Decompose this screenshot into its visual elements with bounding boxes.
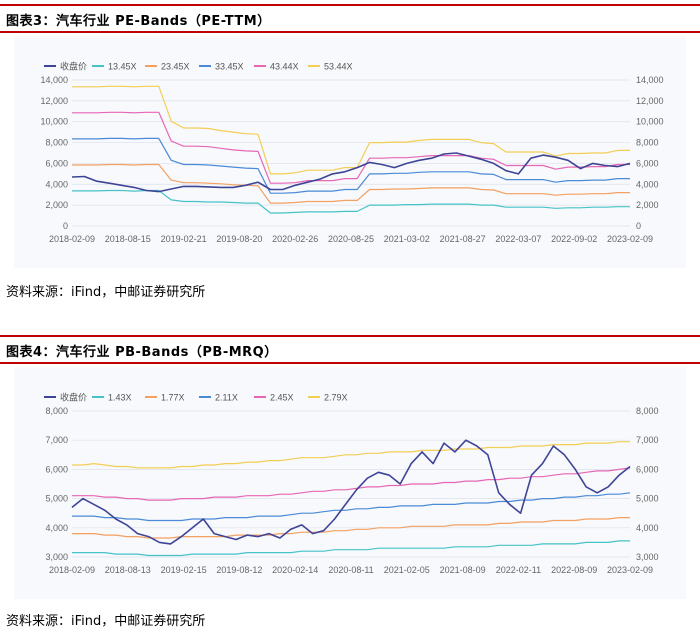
x-tick-label: 2021-08-09: [440, 565, 486, 575]
y-tick-right: 12,000: [636, 96, 664, 106]
y-tick-right: 3,000: [636, 552, 659, 562]
y-tick-left: 4,000: [45, 179, 68, 189]
x-tick-label: 2022-08-09: [551, 565, 597, 575]
y-tick-left: 12,000: [40, 96, 68, 106]
y-tick-right: 6,000: [636, 158, 659, 168]
series-line-band: [72, 517, 630, 539]
legend-label: 33.45X: [215, 62, 244, 72]
y-tick-left: 7,000: [45, 435, 68, 445]
x-tick-label: 2023-02-09: [607, 234, 653, 244]
source-note: 资料来源：iFind，中邮证券研究所: [6, 285, 206, 300]
x-tick-label: 2018-08-15: [105, 234, 151, 244]
legend-label: 2.79X: [324, 393, 348, 403]
y-tick-right: 8,000: [636, 138, 659, 148]
y-tick-left: 6,000: [45, 158, 68, 168]
y-tick-right: 4,000: [636, 179, 659, 189]
series-line-band: [72, 85, 630, 175]
figure-title: 图表3：汽车行业 PE-Bands（PE-TTM）: [6, 14, 271, 29]
legend-label: 23.45X: [161, 62, 190, 72]
x-tick-label: 2022-02-11: [496, 565, 541, 575]
legend-label: 13.45X: [108, 62, 137, 72]
series-line-close-price: [71, 152, 631, 193]
title-rule: [0, 31, 700, 33]
y-tick-right: 10,000: [636, 117, 664, 127]
x-tick-label: 2018-02-09: [49, 565, 95, 575]
figure-title: 图表4：汽车行业 PB-Bands（PB-MRQ）: [6, 345, 278, 360]
x-tick-label: 2022-03-07: [495, 234, 541, 244]
legend-label: 2.45X: [270, 393, 294, 403]
y-tick-right: 0: [636, 221, 641, 231]
series-line-band: [72, 492, 631, 522]
x-tick-label: 2018-08-13: [105, 565, 151, 575]
x-tick-label: 2018-02-09: [49, 234, 95, 244]
legend-label: 收盘价: [60, 392, 87, 403]
x-tick-label: 2020-08-11: [328, 565, 373, 575]
title-rule: [0, 362, 700, 364]
legend: 收盘价 1.43X 1.77X 2.11X 2.45X 2.79X: [44, 392, 348, 403]
y-tick-left: 0: [63, 221, 68, 231]
y-tick-left: 14,000: [40, 75, 68, 85]
x-tick-label: 2019-02-15: [161, 565, 207, 575]
legend-label: 53.44X: [324, 62, 353, 72]
x-tick-label: 2020-08-25: [328, 234, 374, 244]
y-tick-left: 8,000: [45, 406, 68, 416]
chart-panel: 收盘价 1.43X 1.77X 2.11X 2.45X 2.79X 3,000 3,000 4,…: [14, 367, 686, 599]
x-tick-label: 2021-03-02: [384, 234, 430, 244]
chart-panel: 收盘价 13.45X 23.45X 33.45X 43.44X 53.44X 0 0 2,000…: [14, 36, 686, 268]
pb-bands-chart: 收盘价 1.43X 1.77X 2.11X 2.45X 2.79X 3,000 3,000 4,…: [44, 392, 659, 575]
y-tick-right: 7,000: [636, 435, 659, 445]
series-line-band: [72, 163, 630, 204]
x-tick-label: 2020-02-26: [272, 234, 318, 244]
y-tick-left: 6,000: [45, 464, 68, 474]
x-tick-label: 2019-08-20: [216, 234, 262, 244]
y-tick-right: 14,000: [636, 75, 664, 85]
x-tick-label: 2019-08-12: [216, 565, 262, 575]
x-tick-label: 2023-02-09: [607, 565, 653, 575]
x-tick-label: 2021-08-27: [440, 234, 486, 244]
series-line-band: [72, 111, 630, 184]
legend-label: 收盘价: [60, 61, 87, 72]
legend-label: 43.44X: [270, 62, 299, 72]
series-line-close-price: [71, 439, 631, 545]
y-tick-right: 4,000: [636, 523, 659, 533]
y-tick-left: 3,000: [45, 552, 68, 562]
y-tick-left: 2,000: [45, 200, 68, 210]
series-line-band: [72, 137, 630, 194]
y-tick-left: 10,000: [40, 117, 68, 127]
x-tick-label: 2022-09-02: [551, 234, 597, 244]
x-tick-label: 2021-02-05: [384, 565, 430, 575]
legend-label: 2.11X: [215, 393, 238, 403]
y-tick-right: 2,000: [636, 200, 659, 210]
source-note: 资料来源：iFind，中邮证券研究所: [6, 614, 206, 629]
y-tick-right: 5,000: [636, 494, 659, 504]
top-rule: [0, 4, 700, 6]
pe-bands-chart: 收盘价 13.45X 23.45X 33.45X 43.44X 53.44X 0 0 2,000…: [40, 61, 664, 245]
series-line-band: [72, 189, 630, 214]
y-tick-left: 5,000: [45, 494, 68, 504]
y-tick-right: 8,000: [636, 406, 659, 416]
x-tick-label: 2019-02-21: [161, 234, 207, 244]
series-line-band: [72, 441, 630, 469]
x-tick-label: 2020-02-14: [272, 565, 318, 575]
legend-label: 1.43X: [108, 393, 132, 403]
legend-label: 1.77X: [161, 393, 185, 403]
series-line-band: [72, 467, 631, 501]
y-tick-right: 6,000: [636, 464, 659, 474]
series-line-band: [72, 540, 630, 557]
y-tick-left: 8,000: [45, 138, 68, 148]
top-rule: [0, 335, 700, 337]
legend: 收盘价 13.45X 23.45X 33.45X 43.44X 53.44X: [44, 61, 353, 72]
y-tick-left: 4,000: [45, 523, 68, 533]
